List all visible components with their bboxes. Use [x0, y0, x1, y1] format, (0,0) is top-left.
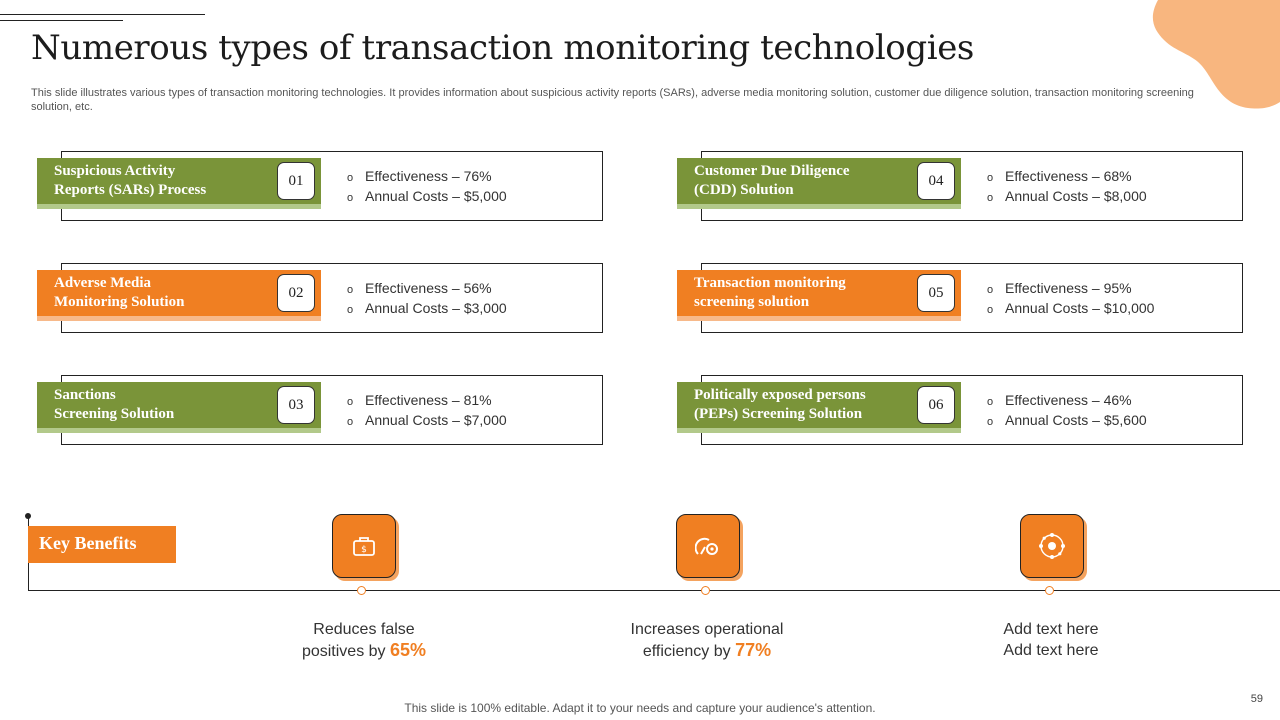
card-label-line2: screening solution: [694, 294, 810, 310]
card-label: Transaction monitoring screening solutio…: [677, 270, 961, 316]
card-label-line2: (CDD) Solution: [694, 182, 794, 198]
card-label-line2: (PEPs) Screening Solution: [694, 406, 863, 422]
card-label: Customer Due Diligence (CDD) Solution: [677, 158, 961, 204]
bullet-icon: o: [347, 416, 354, 428]
card-label: Suspicious Activity Reports (SARs) Proce…: [37, 158, 321, 204]
card-label-line1: Sanctions: [54, 387, 116, 403]
card-number: 06: [917, 386, 955, 424]
timeline-line: [28, 590, 1280, 591]
benefit-1-line2: positives by: [301, 643, 390, 660]
benefit-3-line1: Add text here: [1003, 621, 1099, 638]
annual-cost-text: Annual Costs – $5,600: [1005, 412, 1147, 428]
effectiveness-text: Effectiveness – 46%: [1005, 392, 1132, 408]
benefit-1-icon-box: $: [332, 514, 396, 578]
benefit-3-line2: Add text here: [1003, 642, 1099, 659]
effectiveness-text: Effectiveness – 76%: [365, 168, 492, 184]
benefit-1-text: Reduces false positives by 65%: [254, 619, 474, 662]
annual-cost-text: Annual Costs – $8,000: [1005, 188, 1147, 204]
page-number: 59: [1250, 693, 1263, 705]
card-label-line1: Adverse Media: [54, 275, 152, 291]
bullet-icon: o: [987, 172, 994, 184]
card-label: Sanctions Screening Solution: [37, 382, 321, 428]
benefit-1-percent: 65%: [390, 640, 427, 660]
decorative-blob: [1152, 0, 1280, 109]
card-sars: Suspicious Activity Reports (SARs) Proce…: [37, 151, 605, 221]
page-subtitle: This slide illustrates various types of …: [31, 87, 1194, 113]
card-label-line2: Screening Solution: [54, 406, 175, 422]
footer-note: This slide is 100% editable. Adapt it to…: [404, 701, 876, 715]
timeline-node-3: [1045, 586, 1054, 595]
card-label-line1: Suspicious Activity: [54, 163, 176, 179]
top-decor-line-1: [0, 14, 205, 15]
card-label-line2: Monitoring Solution: [54, 294, 185, 310]
benefit-2-percent: 77%: [735, 640, 772, 660]
annual-cost-text: Annual Costs – $3,000: [365, 300, 507, 316]
top-decor-line-2: [0, 20, 123, 21]
card-stats: o Effectiveness – 68% o Annual Costs – $8,…: [987, 167, 1147, 207]
benefit-2-text: Increases operational efficiency by 77%: [597, 619, 817, 662]
benefit-2-icon-box: [676, 514, 740, 578]
annual-cost-text: Annual Costs – $10,000: [1005, 300, 1155, 316]
card-stats: o Effectiveness – 76% o Annual Costs – $5,…: [347, 167, 507, 207]
bullet-icon: o: [987, 396, 994, 408]
card-label-line1: Transaction monitoring: [694, 275, 846, 291]
card-label: Adverse Media Monitoring Solution: [37, 270, 321, 316]
benefit-3-text: Add text here Add text here: [941, 619, 1161, 661]
bullet-icon: o: [987, 304, 994, 316]
timeline-node-2: [701, 586, 710, 595]
card-label-line1: Customer Due Diligence: [694, 163, 850, 179]
bullet-icon: o: [347, 284, 354, 296]
annual-cost-text: Annual Costs – $7,000: [365, 412, 507, 428]
benefit-2-line2: efficiency by: [642, 643, 736, 660]
card-sanctions: Sanctions Screening Solution 03 o Effecti…: [37, 375, 605, 445]
bullet-icon: o: [347, 192, 354, 204]
effectiveness-text: Effectiveness – 56%: [365, 280, 492, 296]
card-number: 04: [917, 162, 955, 200]
bullet-icon: o: [987, 416, 994, 428]
benefit-1-line1: Reduces false: [313, 621, 415, 638]
annual-cost-text: Annual Costs – $5,000: [365, 188, 507, 204]
card-transaction-screening: Transaction monitoring screening solutio…: [677, 263, 1245, 333]
gauge-settings-icon: [695, 537, 718, 555]
bullet-icon: o: [987, 192, 994, 204]
card-label-line2: Reports (SARs) Process: [54, 182, 207, 198]
bullet-icon: o: [347, 172, 354, 184]
card-number: 02: [277, 274, 315, 312]
card-stats: o Effectiveness – 81% o Annual Costs – $7,…: [347, 391, 507, 431]
card-cdd: Customer Due Diligence (CDD) Solution 04…: [677, 151, 1245, 221]
benefit-2-line1: Increases operational: [630, 621, 784, 638]
card-peps: Politically exposed persons (PEPs) Scree…: [677, 375, 1245, 445]
benefit-3-icon-box: [1020, 514, 1084, 578]
effectiveness-text: Effectiveness – 81%: [365, 392, 492, 408]
svg-text:$: $: [361, 545, 367, 555]
card-stats: o Effectiveness – 46% o Annual Costs – $5,…: [987, 391, 1147, 431]
card-label: Politically exposed persons (PEPs) Scree…: [677, 382, 961, 428]
key-benefits-label: Key Benefits: [28, 526, 176, 563]
card-number: 03: [277, 386, 315, 424]
briefcase-icon: $: [353, 537, 375, 556]
card-label-line1: Politically exposed persons: [694, 387, 866, 403]
card-stats: o Effectiveness – 56% o Annual Costs – $3,…: [347, 279, 507, 319]
bullet-icon: o: [347, 396, 354, 408]
page-title: Numerous types of transaction monitoring…: [31, 28, 974, 68]
effectiveness-text: Effectiveness – 68%: [1005, 168, 1132, 184]
effectiveness-text: Effectiveness – 95%: [1005, 280, 1132, 296]
bullet-icon: o: [987, 284, 994, 296]
bullet-icon: o: [347, 304, 354, 316]
card-adverse-media: Adverse Media Monitoring Solution 02 o Ef…: [37, 263, 605, 333]
card-number: 01: [277, 162, 315, 200]
timeline-node-1: [357, 586, 366, 595]
card-number: 05: [917, 274, 955, 312]
network-icon: [1039, 533, 1065, 559]
card-stats: o Effectiveness – 95% o Annual Costs – $10…: [987, 279, 1154, 319]
